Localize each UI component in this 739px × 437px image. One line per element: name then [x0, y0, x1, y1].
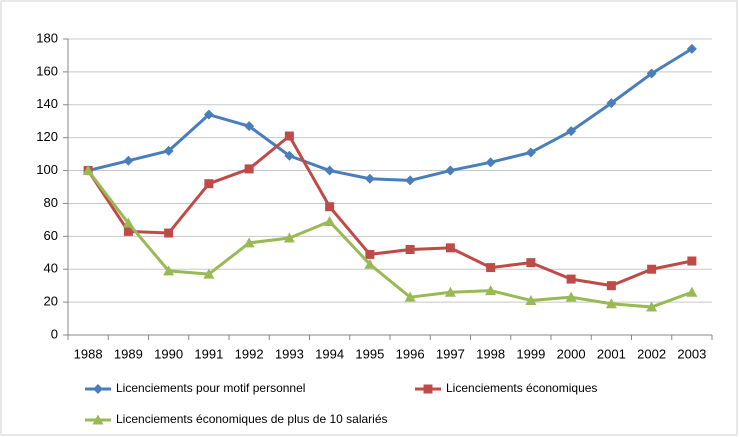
legend-marker: [92, 414, 104, 425]
marker: [364, 258, 376, 269]
marker: [444, 286, 456, 297]
y-tick-label: 120: [36, 129, 58, 144]
marker: [324, 216, 336, 227]
legend-marker: [423, 384, 433, 394]
marker: [243, 237, 255, 248]
x-tick-label: 1988: [74, 346, 103, 361]
x-tick-label: 2003: [677, 346, 706, 361]
marker: [163, 265, 175, 276]
marker: [123, 155, 134, 166]
marker: [405, 175, 416, 186]
marker: [606, 98, 617, 109]
marker: [526, 258, 536, 268]
marker: [646, 68, 657, 79]
x-tick-label: 2002: [637, 346, 666, 361]
y-tick-label: 180: [36, 30, 58, 45]
y-tick-label: 80: [44, 195, 58, 210]
x-tick-label: 1993: [275, 346, 304, 361]
x-tick-label: 1996: [396, 346, 425, 361]
x-tick-label: 1999: [516, 346, 545, 361]
x-tick-label: 1990: [154, 346, 183, 361]
y-tick-label: 40: [44, 261, 58, 276]
marker: [82, 165, 94, 176]
marker: [283, 232, 295, 243]
marker: [525, 294, 537, 305]
marker: [566, 274, 576, 284]
y-tick-label: 60: [44, 228, 58, 243]
marker: [525, 147, 536, 158]
legend-marker: [93, 384, 103, 394]
marker: [203, 268, 215, 279]
marker: [405, 244, 415, 254]
marker: [686, 43, 697, 54]
marker: [687, 256, 697, 266]
marker: [244, 164, 254, 174]
x-tick-label: 2001: [597, 346, 626, 361]
y-tick-label: 0: [51, 326, 58, 341]
marker: [123, 226, 133, 236]
marker: [284, 131, 294, 141]
marker: [204, 179, 214, 189]
marker: [325, 202, 335, 212]
marker: [605, 298, 617, 309]
legend-label: Licenciements économiques de plus de 10 …: [116, 412, 388, 426]
x-tick-label: 2000: [557, 346, 586, 361]
legend-label: Licenciements économiques: [446, 381, 597, 395]
marker: [686, 286, 698, 297]
marker: [244, 121, 255, 132]
series-line: [86, 134, 693, 288]
y-tick-label: 140: [36, 96, 58, 111]
legend-label: Licenciements pour motif personnel: [116, 381, 305, 395]
marker: [646, 301, 658, 312]
x-tick-label: 1998: [476, 346, 505, 361]
x-tick-label: 1995: [355, 346, 384, 361]
marker: [485, 285, 497, 296]
marker: [324, 165, 335, 176]
x-tick-label: 1989: [114, 346, 143, 361]
x-tick-label: 1992: [235, 346, 264, 361]
marker: [163, 145, 174, 156]
marker: [364, 173, 375, 184]
series-line: [87, 47, 693, 182]
marker: [565, 291, 577, 302]
marker: [284, 150, 295, 161]
marker: [445, 165, 456, 176]
x-tick-label: 1994: [315, 346, 344, 361]
y-tick-label: 100: [36, 162, 58, 177]
y-tick-label: 160: [36, 63, 58, 78]
marker: [445, 243, 455, 253]
marker: [365, 249, 375, 259]
x-tick-label: 1991: [194, 346, 223, 361]
marker: [164, 228, 174, 238]
marker: [566, 126, 577, 137]
marker: [122, 217, 134, 228]
marker: [606, 281, 616, 291]
x-tick-label: 1997: [436, 346, 465, 361]
marker: [203, 109, 214, 120]
marker: [647, 264, 657, 274]
y-tick-label: 20: [44, 294, 58, 309]
marker: [404, 291, 416, 302]
marker: [485, 157, 496, 168]
series-line: [86, 169, 693, 309]
marker: [486, 263, 496, 273]
